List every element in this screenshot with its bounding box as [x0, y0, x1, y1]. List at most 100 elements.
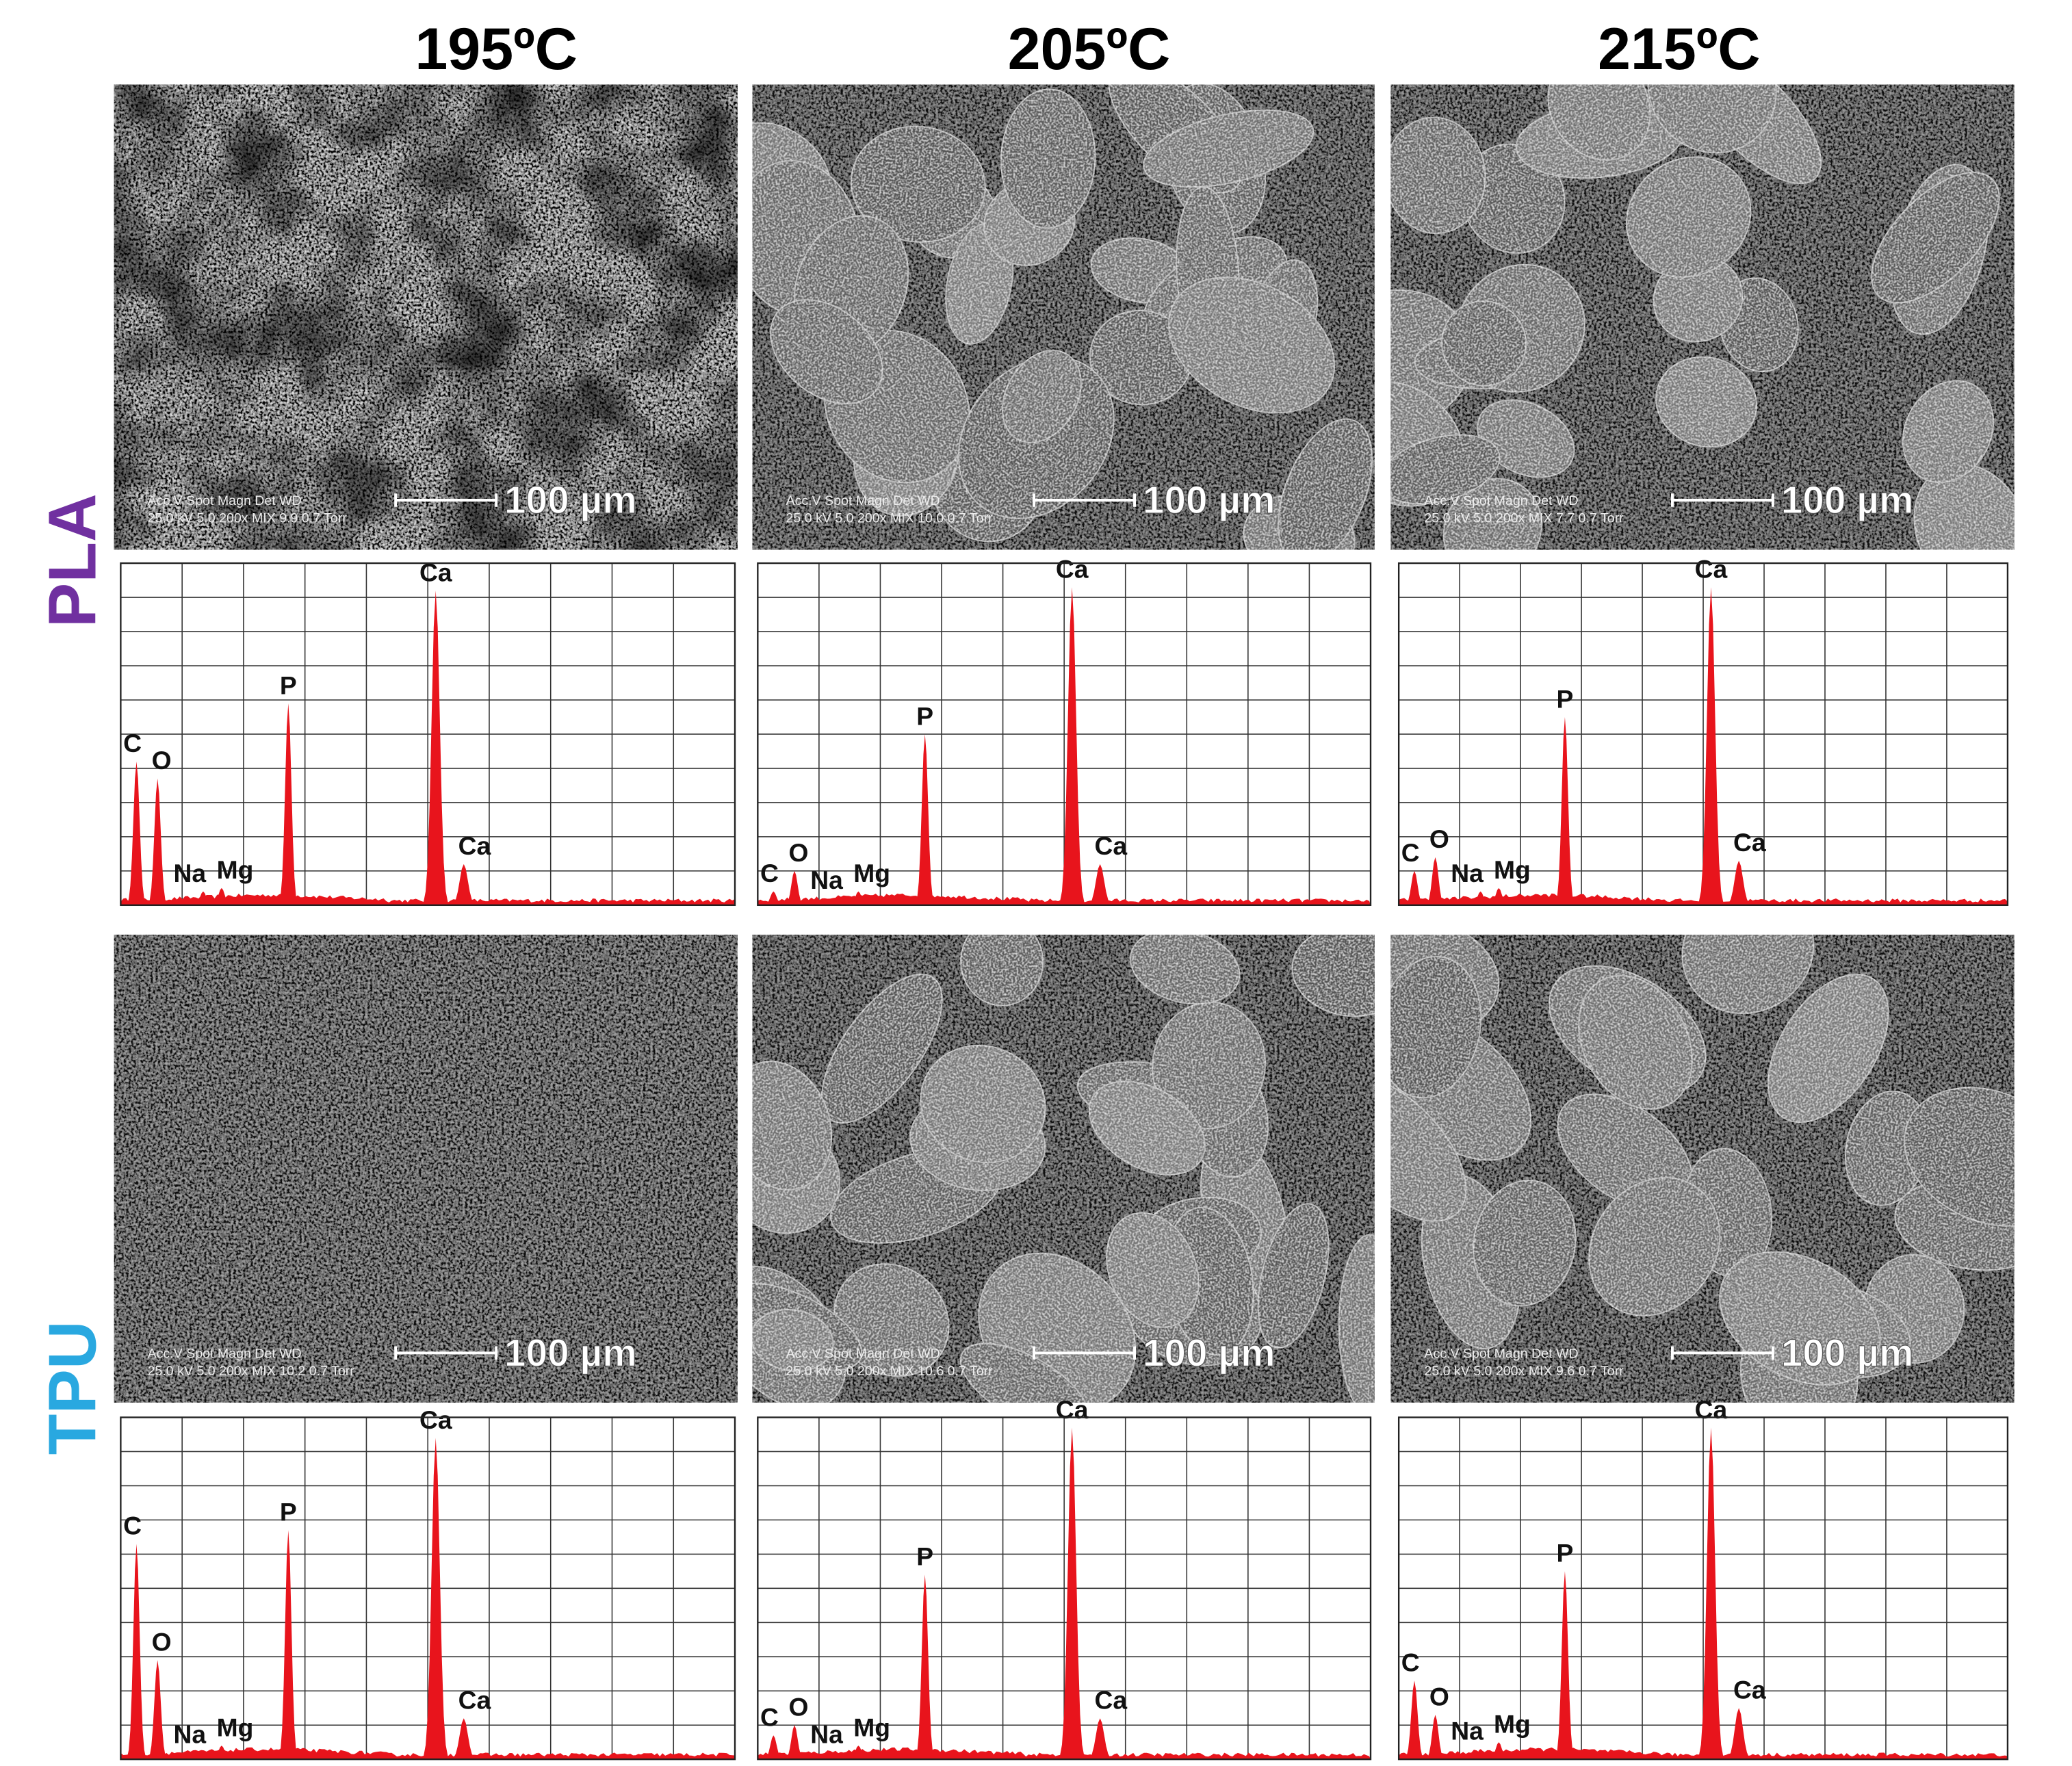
spectrum-frame: [757, 562, 1372, 907]
peak: [145, 778, 170, 905]
sem-info: Acc.V Spot Magn Det WD: [1424, 493, 1578, 508]
peak-label: O: [788, 838, 808, 867]
particle: [1547, 84, 1651, 161]
sem-texture: [114, 934, 738, 1403]
peak-label: Ca: [419, 558, 452, 586]
peak-label: P: [280, 1498, 297, 1527]
particle: [1626, 156, 1752, 278]
particle: [1338, 1234, 1375, 1403]
sem-info: Acc.V Spot Magn Det WD: [148, 1347, 302, 1362]
sem-info: Acc.V Spot Magn Det WD: [1424, 1347, 1578, 1362]
particle: [1681, 934, 1815, 1015]
row-label: TPU: [35, 1321, 110, 1455]
sem-info: 25.0 kV 5.0 200x MIX 10.0 0.7 Torr: [786, 511, 993, 526]
particle: [1390, 116, 1486, 235]
particle: [1000, 88, 1096, 229]
peak-label: Ca: [1695, 554, 1728, 583]
peak-label: Na: [174, 859, 207, 887]
sem-image: [1390, 934, 2015, 1403]
peak-label: Mg: [853, 1713, 890, 1742]
peak: [1486, 887, 1512, 905]
continuum: [757, 893, 1371, 905]
particle: [1168, 276, 1336, 414]
peak-label: Ca: [1733, 828, 1766, 857]
scale-bar-label: 100 µm: [1781, 1332, 1914, 1375]
peak: [1694, 587, 1727, 905]
peak: [912, 733, 937, 905]
peak: [1056, 1427, 1089, 1760]
peak-label: C: [1401, 1648, 1420, 1677]
particle: [1647, 84, 1777, 154]
particle: [1291, 934, 1375, 1017]
peak-label: Ca: [1695, 1395, 1728, 1424]
peak: [827, 1752, 853, 1760]
column-header: 215ºC: [1598, 16, 1761, 82]
particle: [850, 125, 986, 243]
particle: [1588, 1177, 1721, 1316]
peak: [761, 1735, 786, 1760]
peak: [124, 1544, 149, 1760]
peak-label: O: [1429, 1683, 1449, 1711]
particle: [1477, 399, 1575, 478]
particle: [1390, 956, 1482, 1099]
sem-image: [114, 934, 738, 1403]
spectrum-frame: [1397, 1416, 2009, 1761]
peak-label: Ca: [1056, 1395, 1089, 1424]
spectrum-frame: [120, 1416, 736, 1761]
peak-label: Na: [1451, 859, 1484, 887]
peak-label: Na: [1451, 1717, 1484, 1745]
peak: [1552, 716, 1577, 905]
peak: [419, 590, 452, 905]
peak: [1423, 857, 1448, 905]
peak: [1401, 870, 1427, 905]
peak-label: Na: [810, 866, 843, 894]
peak: [276, 1530, 301, 1760]
peak: [1084, 863, 1117, 905]
peak: [846, 1745, 871, 1760]
particle: [960, 934, 1044, 1007]
peak: [190, 1752, 216, 1760]
peak: [209, 887, 234, 905]
sem-info: 25.0 kV 5.0 200x MIX 10.6 0.7 Torr: [786, 1364, 993, 1379]
particle: [752, 1061, 833, 1191]
sem-info: Acc.V Spot Magn Det WD: [786, 493, 940, 508]
particle: [1442, 478, 1542, 550]
sem-shade: [114, 84, 738, 550]
peak-label: O: [152, 746, 172, 775]
peak: [761, 891, 786, 905]
sem-image: [1390, 84, 2015, 550]
scale-bar-label: 100 µm: [504, 1332, 637, 1375]
sem-image: [752, 84, 1375, 550]
sem-image: [752, 934, 1375, 1403]
particle: [1088, 1080, 1206, 1176]
peak-label: C: [760, 1703, 779, 1732]
peak-label: P: [280, 671, 297, 699]
peak-label: P: [916, 701, 933, 730]
peak: [827, 898, 853, 905]
peak: [190, 891, 216, 905]
spectrum-frame: [757, 1416, 1372, 1761]
peak-label: C: [123, 729, 142, 757]
continuum: [757, 1747, 1371, 1760]
sem-info: 25.0 kV 5.0 200x MIX 9.9 0.7 Torr: [148, 511, 348, 526]
peak-label: Ca: [1095, 1686, 1128, 1715]
peak-label: O: [788, 1693, 808, 1722]
particle: [1129, 934, 1241, 1005]
particle: [1143, 109, 1315, 188]
particle: [1767, 974, 1889, 1124]
peak: [145, 1660, 170, 1760]
sem-info: Acc.V Spot Magn Det WD: [148, 493, 302, 508]
peak: [1423, 1715, 1448, 1760]
peak: [209, 1745, 234, 1760]
peak-label: Mg: [853, 859, 890, 887]
particle: [1473, 1180, 1577, 1307]
particle: [1655, 356, 1757, 448]
peak: [912, 1574, 937, 1760]
sem-info: 25.0 kV 5.0 200x MIX 7.7 0.7 Torr: [1424, 511, 1624, 526]
column-header: 195ºC: [415, 16, 578, 82]
peak-label: Mg: [1494, 855, 1531, 884]
peak-label: Ca: [1095, 831, 1128, 860]
particle: [1002, 350, 1082, 443]
particle: [1278, 418, 1373, 550]
peak: [782, 870, 807, 905]
